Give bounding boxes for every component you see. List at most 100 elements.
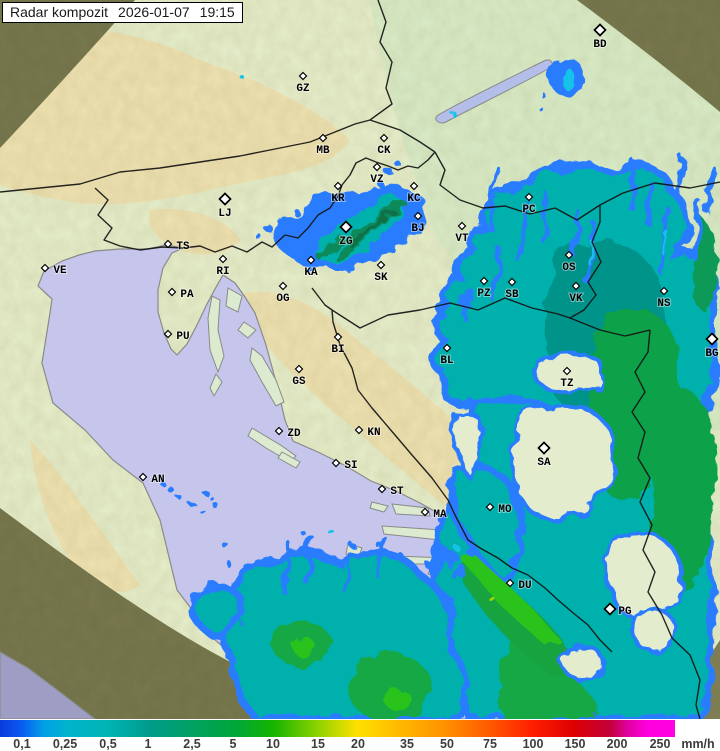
- city-diamond-icon: [278, 281, 288, 291]
- city-label: ST: [390, 486, 404, 498]
- city-vt: VT: [454, 221, 470, 246]
- city-diamond-icon: [564, 250, 574, 260]
- city-kc: KC: [406, 181, 422, 206]
- city-os: OS: [561, 250, 577, 275]
- city-label: SK: [374, 272, 388, 284]
- city-tz: TZ: [559, 366, 575, 391]
- city-bl: BL: [439, 343, 455, 368]
- legend-value: 35: [400, 737, 414, 751]
- city-sa: SA: [536, 441, 552, 470]
- legend-unit: mm/h: [681, 737, 715, 751]
- legend-value: 2,5: [183, 737, 201, 751]
- city-diamond-icon: [274, 426, 284, 436]
- legend-value: 10: [266, 737, 280, 751]
- city-diamond-icon: [457, 221, 467, 231]
- city-pc: PC: [521, 192, 537, 217]
- city-diamond-icon: [562, 366, 572, 376]
- legend-value: 0,25: [52, 737, 78, 751]
- city-pg: PG: [603, 602, 633, 619]
- city-diamond-icon: [333, 332, 343, 342]
- city-diamond-icon: [318, 133, 328, 143]
- city-diamond-icon: [377, 484, 387, 494]
- city-diamond-icon: [659, 286, 669, 296]
- city-st: ST: [377, 484, 405, 499]
- city-diamond-icon: [524, 192, 534, 202]
- city-diamond-icon: [218, 192, 232, 206]
- city-diamond-icon: [413, 211, 423, 221]
- city-zg: ZG: [338, 220, 354, 249]
- city-si: SI: [331, 458, 359, 473]
- city-label: BG: [705, 348, 719, 360]
- city-diamond-icon: [537, 441, 551, 455]
- city-label: SI: [344, 460, 357, 472]
- city-lj: LJ: [217, 192, 233, 221]
- city-mo: MO: [485, 502, 513, 517]
- city-diamond-icon: [306, 255, 316, 265]
- city-diamond-icon: [376, 260, 386, 270]
- city-diamond-icon: [705, 332, 719, 346]
- city-kn: KN: [354, 425, 382, 440]
- city-diamond-icon: [333, 181, 343, 191]
- city-label: GS: [292, 376, 306, 388]
- city-diamond-icon: [40, 263, 50, 273]
- city-ma: MA: [420, 507, 448, 522]
- city-diamond-icon: [163, 239, 173, 249]
- city-diamond-icon: [593, 23, 607, 37]
- city-label: TS: [176, 241, 190, 253]
- legend-value: 1: [144, 737, 152, 751]
- city-label: KR: [331, 193, 345, 205]
- city-label: VT: [455, 233, 469, 245]
- city-label: PA: [180, 289, 194, 301]
- city-an: AN: [138, 472, 166, 487]
- city-vz: VZ: [369, 162, 385, 187]
- date-label: 2026-01-07: [118, 4, 190, 20]
- city-pa: PA: [167, 287, 195, 302]
- city-diamond-icon: [379, 133, 389, 143]
- city-label: PZ: [477, 288, 491, 300]
- legend-color-bar: [0, 720, 675, 737]
- tyrrhenian-sea-corner: [0, 651, 97, 720]
- city-du: DU: [505, 578, 533, 593]
- precipitation-layer: [160, 55, 718, 723]
- city-diamond-icon: [167, 287, 177, 297]
- city-diamond-icon: [507, 277, 517, 287]
- city-label: BD: [593, 39, 607, 51]
- time-label: 19:15: [199, 4, 235, 20]
- city-diamond-icon: [603, 602, 617, 616]
- city-label: ZD: [287, 428, 301, 440]
- city-diamond-icon: [442, 343, 452, 353]
- city-label: OG: [276, 293, 290, 305]
- city-ka: KA: [303, 255, 319, 280]
- city-bi: BI: [330, 332, 346, 357]
- city-gz: GZ: [295, 71, 311, 96]
- city-pu: PU: [163, 329, 191, 344]
- city-label: MA: [433, 509, 447, 521]
- city-diamond-icon: [331, 458, 341, 468]
- city-diamond-icon: [372, 162, 382, 172]
- city-label: ZG: [339, 236, 353, 248]
- city-diamond-icon: [505, 578, 515, 588]
- city-sb: SB: [504, 277, 520, 302]
- city-label: BL: [440, 355, 454, 367]
- city-diamond-icon: [409, 181, 419, 191]
- city-label: OS: [562, 262, 576, 274]
- city-diamond-icon: [163, 329, 173, 339]
- intensity-legend: 0,1 0,25 0,5 1 2,5 5 10 15 20 35 50 75 100 150 200 250 m…: [0, 719, 720, 751]
- city-bd: BD: [592, 23, 608, 52]
- city-ck: CK: [376, 133, 392, 158]
- legend-value: 250: [649, 737, 671, 751]
- product-name: Radar kompozit: [10, 4, 109, 20]
- city-diamond-icon: [339, 220, 353, 234]
- city-bg: BG: [704, 332, 720, 361]
- city-label: SB: [505, 289, 519, 301]
- city-kr: KR: [330, 181, 346, 206]
- city-ve: VE: [40, 263, 68, 278]
- city-label: KN: [367, 427, 380, 439]
- city-gs: GS: [291, 364, 307, 389]
- city-label: VZ: [370, 174, 384, 186]
- city-label: PG: [618, 606, 632, 618]
- city-label: PC: [522, 204, 536, 216]
- city-label: PU: [176, 331, 189, 343]
- city-diamond-icon: [485, 502, 495, 512]
